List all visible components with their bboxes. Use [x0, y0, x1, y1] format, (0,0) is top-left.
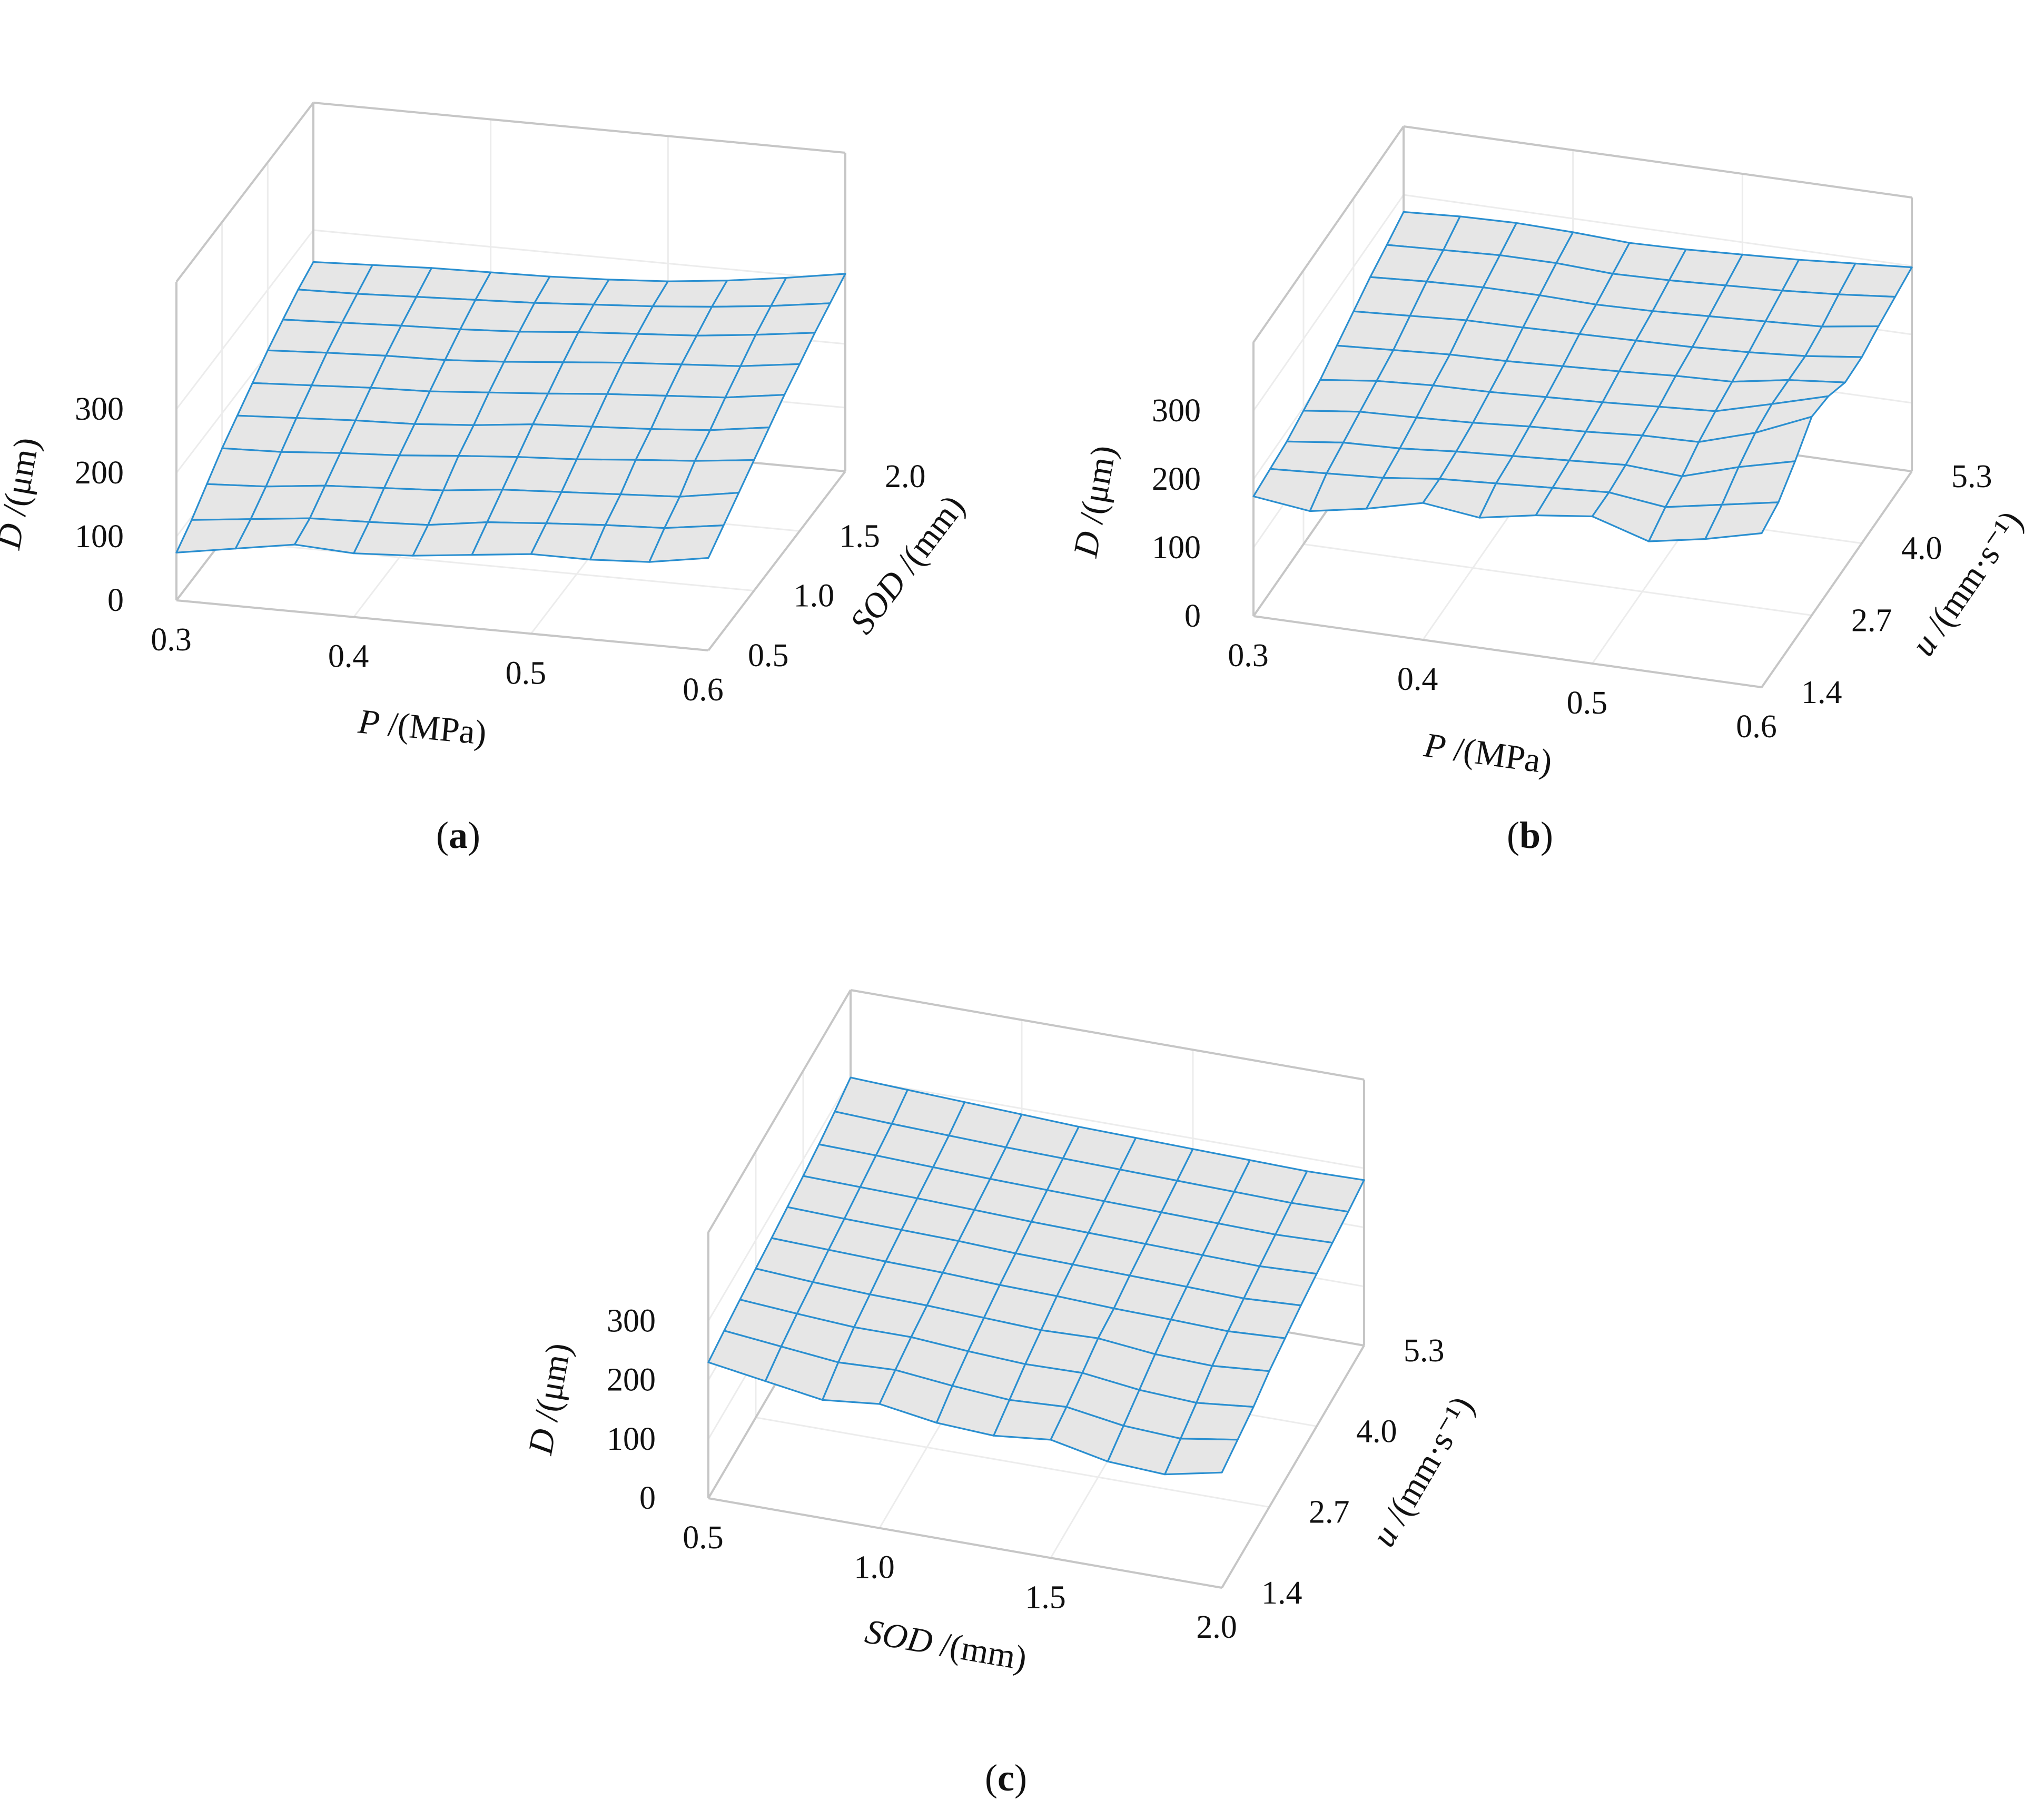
z-tick-label: 0	[107, 582, 124, 618]
z-tick-label: 300	[607, 1303, 656, 1339]
x-axis-label-var: P	[356, 702, 381, 743]
box-edge	[176, 599, 709, 651]
z-axis-label: D /(μm)	[1066, 442, 1123, 560]
panel-b: 0.3 0.4 0.5 0.6 1.4 2.74.0 5.3 0 100 200 300 P /(MP…	[1066, 125, 2030, 856]
y-tick-label: 4.0	[1356, 1413, 1397, 1449]
panel-a-surface	[175, 261, 846, 563]
z-tick-label: 200	[1152, 461, 1201, 497]
x-tick-label: 0.4	[328, 639, 369, 675]
x-tick-label: 0.6	[1736, 709, 1777, 745]
x-tick-label: 0.5	[683, 1520, 724, 1556]
y-tick-label: 2.7	[1309, 1495, 1350, 1530]
y-tick-label: 1.4	[1261, 1575, 1302, 1611]
z-tick-label: 300	[75, 391, 124, 427]
y-tick-label: 5.3	[1404, 1333, 1445, 1369]
panel-b-surface	[1252, 211, 1913, 542]
panel-c-ticks: 0.5 1.0 1.5 2.0 1.4 2.7 4.0 5.3 0 100 200 300	[607, 1303, 1445, 1645]
x-axis-label-unit: /(MPa)	[378, 704, 488, 753]
y-axis-label: SOD /(mm)	[843, 488, 972, 641]
panel-c-surface	[707, 1076, 1365, 1476]
panel-caption: (c)	[985, 1757, 1027, 1799]
y-gridline-floor	[755, 1417, 1270, 1508]
y-tick-label: 4.0	[1901, 531, 1942, 567]
x-tick-label: 0.3	[1228, 638, 1269, 674]
box-edge	[708, 1497, 1222, 1589]
x-tick-label: 1.0	[854, 1550, 895, 1586]
box-edge	[1761, 470, 1913, 688]
z-tick-label: 100	[607, 1421, 656, 1457]
z-tick-label: 0	[639, 1480, 656, 1516]
box-edge	[313, 102, 846, 154]
surface-cell	[1704, 501, 1780, 540]
x-axis-label-unit: /(MPa)	[1443, 729, 1555, 782]
z-tick-label: 200	[75, 455, 124, 491]
x-axis-label: SOD /(mm)	[862, 1612, 1030, 1678]
z-axis-label-unit: /(μm)	[0, 434, 46, 527]
box-edge	[1403, 125, 1912, 199]
y-axis-label-unit: /(mm·s⁻¹)	[1913, 504, 2030, 649]
surface-cell	[1164, 1438, 1239, 1476]
surface-cell	[648, 524, 725, 563]
x-tick-label: 0.6	[683, 672, 724, 708]
y-tick-label: 1.4	[1801, 675, 1842, 710]
box-edge	[707, 470, 846, 651]
x-tick-label: 0.5	[506, 655, 547, 691]
box-edge	[1253, 615, 1762, 688]
y-tick-label: 1.5	[839, 518, 880, 554]
x-tick-label: 1.5	[1025, 1579, 1066, 1615]
y-tick-label: 2.0	[885, 459, 926, 494]
y-axis-label-unit: /(mm·s⁻¹)	[1373, 1390, 1482, 1538]
panel-caption: (a)	[436, 814, 480, 856]
y-axis-label: u /(mm·s⁻¹)	[1903, 504, 2030, 663]
z-tick-label: 300	[1152, 393, 1201, 429]
z-axis-label-unit: /(μm)	[526, 1340, 579, 1433]
y-tick-label: 2.7	[1851, 602, 1892, 638]
x-axis-label-var: SOD	[862, 1612, 935, 1661]
panel-c: 0.5 1.0 1.5 2.0 1.4 2.7 4.0 5.3 0 100 200 300 SOD /(…	[521, 989, 1482, 1799]
panel-b-ticks: 0.3 0.4 0.5 0.6 1.4 2.74.0 5.3 0 100 200 300	[1152, 393, 1992, 745]
y-tick-label: 5.3	[1951, 459, 1992, 494]
y-tick-label: 1.0	[794, 578, 835, 614]
z-tick-label: 100	[75, 519, 124, 555]
box-edge	[850, 989, 1365, 1081]
x-tick-label: 0.3	[151, 622, 192, 658]
box-edge	[1221, 1344, 1365, 1589]
box-edge	[707, 989, 852, 1233]
z-axis-label: D /(μm)	[521, 1340, 578, 1458]
box-edge	[1252, 125, 1405, 343]
z-tick-label: 100	[1152, 530, 1201, 566]
x-tick-label: 0.5	[1567, 685, 1608, 721]
x-axis-label-unit: /(mm)	[929, 1624, 1030, 1678]
z-axis-label: D /(μm)	[0, 434, 46, 552]
x-axis-label-var: P	[1421, 726, 1448, 767]
y-gridline-floor	[222, 540, 754, 592]
z-tick-label: 200	[607, 1362, 656, 1398]
x-axis-label: P /(MPa)	[1421, 726, 1555, 782]
y-gridline-floor	[1303, 543, 1812, 616]
x-axis-label: P /(MPa)	[356, 702, 488, 753]
x-tick-label: 2.0	[1196, 1609, 1237, 1645]
box-edge	[175, 102, 314, 283]
y-axis-label-unit: /(mm)	[884, 488, 972, 587]
panel-caption: (b)	[1507, 814, 1553, 856]
x-tick-label: 0.4	[1397, 661, 1438, 697]
z-axis-label-unit: /(μm)	[1071, 442, 1124, 535]
z-tick-label: 0	[1184, 598, 1201, 634]
y-tick-label: 0.5	[748, 638, 789, 674]
